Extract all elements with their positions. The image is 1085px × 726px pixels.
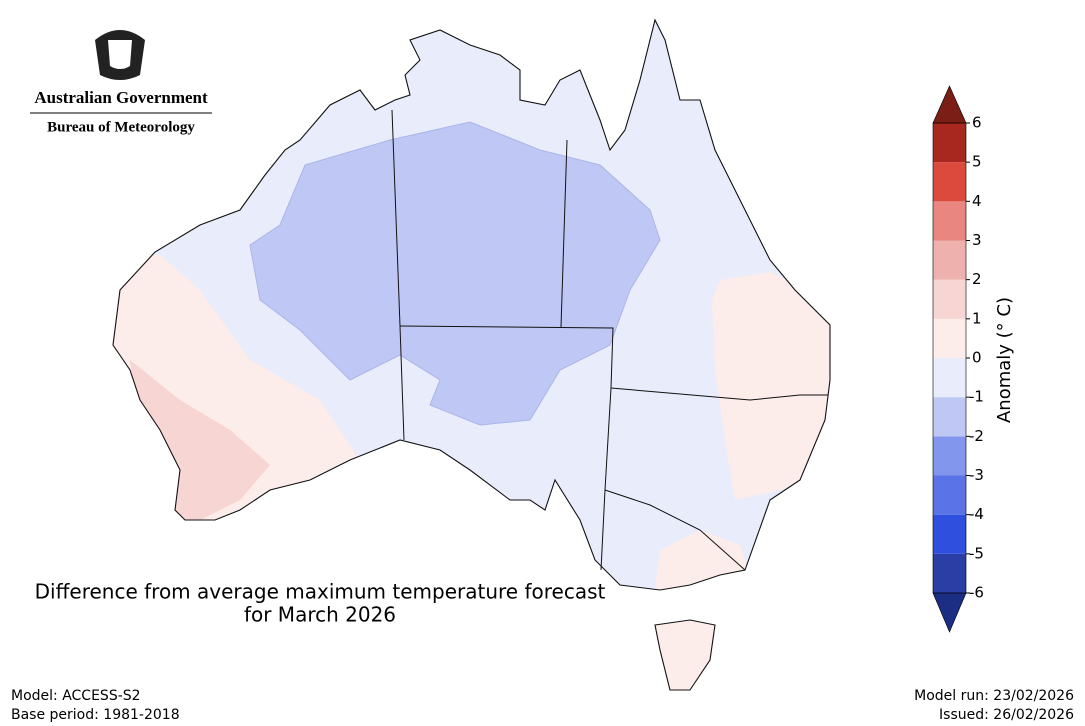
colorbar-tick-label: 2 bbox=[972, 270, 982, 288]
region-cool bbox=[249, 121, 661, 426]
colorbar-segment bbox=[933, 279, 966, 319]
colorbar-tick-label: -2 bbox=[969, 427, 984, 445]
colorbar-tick-label: 0 bbox=[972, 349, 982, 367]
colorbar-segment bbox=[933, 162, 966, 202]
colorbar-extend-low bbox=[932, 592, 967, 633]
colorbar-tick-label: 5 bbox=[972, 153, 982, 171]
colorbar-tick-label: -6 bbox=[969, 584, 984, 602]
colorbar-segment bbox=[933, 123, 966, 163]
logo: Australian Government Bureau of Meteorol… bbox=[30, 30, 212, 135]
agency-name: Bureau of Meteorology bbox=[47, 119, 195, 135]
colorbar-tick-label: 4 bbox=[972, 192, 982, 210]
state-border bbox=[610, 387, 828, 401]
model-run: Model run: 23/02/2026 bbox=[914, 688, 1074, 704]
colorbar-segment bbox=[933, 514, 966, 554]
model: Model: ACCESS-S2 bbox=[11, 688, 141, 704]
colorbar-tick-label: -3 bbox=[969, 466, 984, 484]
colorbar-segment bbox=[933, 358, 966, 398]
colorbar-segment bbox=[933, 553, 966, 593]
colorbar-tick-label: -1 bbox=[969, 388, 984, 406]
map-title: Difference from average maximum temperat… bbox=[35, 580, 606, 604]
region-warm-tas bbox=[640, 610, 730, 690]
colorbar-tick-label: -5 bbox=[969, 544, 984, 562]
state-border bbox=[560, 139, 568, 328]
colorbar-tick-label: -4 bbox=[969, 505, 984, 523]
colorbar-label: Anomaly (° C) bbox=[994, 297, 1015, 423]
issued: Issued: 26/02/2026 bbox=[939, 707, 1074, 723]
colorbar-tick-label: 1 bbox=[972, 309, 982, 327]
colorbar: -6 -5 -4 -3 -2 -1 0 1 2 3 4 5 6 bbox=[932, 85, 984, 633]
org-name: Australian Government bbox=[34, 88, 208, 107]
colorbar-extend-high bbox=[932, 85, 967, 124]
base-period: Base period: 1981-2018 bbox=[11, 707, 180, 723]
map-title: for March 2026 bbox=[244, 603, 396, 627]
colorbar-segment bbox=[933, 397, 966, 437]
colorbar-tick-label: 3 bbox=[972, 231, 982, 249]
colorbar-segment bbox=[933, 318, 966, 358]
colorbar-segment bbox=[933, 240, 966, 280]
region-warm-east bbox=[712, 272, 830, 500]
colorbar-segment bbox=[933, 436, 966, 476]
state-border bbox=[604, 489, 746, 571]
crest-shield bbox=[108, 40, 132, 69]
colorbar-segment bbox=[933, 201, 966, 241]
colorbar-segment bbox=[933, 475, 966, 515]
colorbar-tick-label: 6 bbox=[972, 114, 982, 132]
